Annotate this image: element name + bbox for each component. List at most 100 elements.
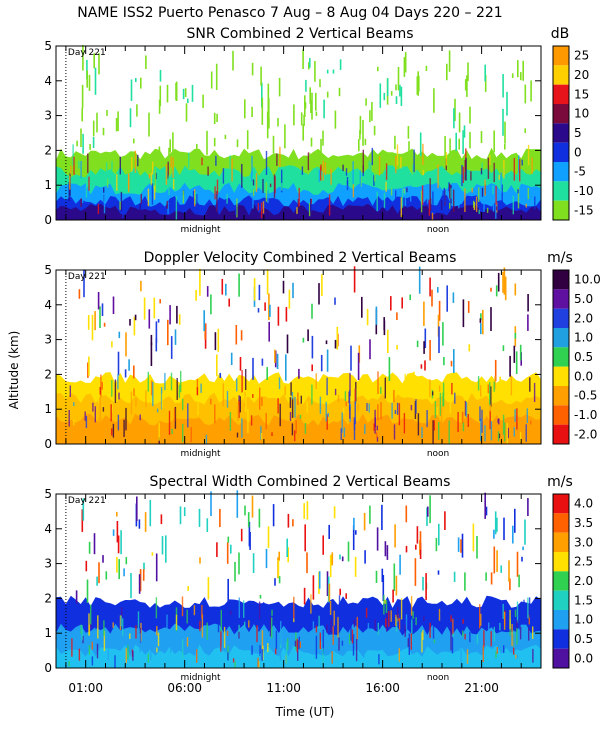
echo-streak: [500, 565, 502, 573]
echo-streak: [493, 546, 496, 574]
echo-streak: [383, 594, 385, 615]
echo-streak: [426, 507, 428, 526]
echo-streak: [503, 645, 505, 653]
echo-streak: [493, 626, 495, 642]
echo-streak: [170, 372, 173, 391]
echo-streak: [454, 392, 456, 404]
echo-streak: [111, 428, 113, 436]
echo-streak: [237, 405, 239, 421]
colorbar-swatch: [553, 46, 569, 66]
echo-streak: [480, 131, 483, 143]
echo-streak: [230, 352, 233, 365]
echo-streak: [379, 83, 382, 108]
echo-streak: [368, 160, 370, 174]
echo-streak: [239, 396, 241, 413]
echo-streak: [247, 512, 250, 528]
echo-streak: [490, 287, 492, 292]
echo-streak: [435, 538, 438, 552]
echo-streak: [296, 207, 298, 214]
echo-streak: [176, 378, 178, 400]
echo-streak: [352, 525, 355, 550]
echo-streak: [265, 182, 268, 202]
echo-layer-3: [56, 413, 541, 444]
echo-streak: [186, 637, 189, 647]
echo-streak: [446, 63, 448, 81]
echo-streak: [326, 377, 328, 396]
y-tick-label: 1: [44, 178, 52, 192]
echo-streak: [503, 267, 506, 295]
echo-streak: [311, 303, 313, 319]
echo-streak: [311, 92, 313, 120]
echo-streak: [143, 562, 145, 571]
echo-streak: [440, 199, 443, 210]
echo-streak: [367, 623, 370, 643]
noon-label: noon: [427, 225, 449, 235]
echo-streak: [500, 172, 502, 194]
echo-streak: [297, 392, 299, 405]
colorbar-swatch: [553, 629, 569, 649]
echo-streak: [451, 383, 453, 395]
echo-streak: [378, 156, 381, 176]
echo-streak: [325, 340, 328, 345]
echo-streak: [195, 290, 197, 301]
echo-streak: [527, 144, 530, 166]
echo-streak: [354, 388, 356, 402]
echo-streak: [142, 569, 145, 581]
echo-streak: [156, 647, 158, 653]
colorbar-label: 10: [574, 107, 589, 121]
colorbar-label: 0.5: [574, 632, 593, 646]
echo-streak: [353, 517, 355, 530]
midnight-label: midnight: [180, 449, 221, 459]
echo-streak: [184, 88, 187, 98]
echo-streak: [245, 369, 247, 390]
echo-streak: [88, 645, 91, 655]
echo-streak: [158, 99, 161, 114]
echo-streak: [369, 505, 371, 524]
echo-streak: [290, 382, 292, 396]
echo-streak: [201, 614, 204, 638]
echo-streak: [468, 344, 471, 352]
echo-streak: [315, 92, 317, 111]
echo-streak: [405, 614, 408, 630]
echo-streak: [309, 58, 311, 68]
echo-streak: [175, 196, 178, 220]
echo-streak: [528, 597, 531, 618]
echo-streak: [278, 77, 281, 97]
echo-streak: [251, 495, 254, 518]
echo-streak: [166, 614, 168, 629]
echo-streak: [148, 174, 151, 179]
echo-streak: [353, 266, 356, 293]
echo-streak: [513, 427, 515, 437]
echo-streak: [501, 184, 503, 202]
echo-streak: [467, 62, 469, 82]
echo-streak: [82, 636, 84, 644]
echo-streak: [132, 650, 134, 661]
echo-streak: [282, 280, 285, 294]
echo-streak: [232, 658, 235, 663]
echo-streak: [425, 65, 428, 71]
echo-streak: [458, 642, 460, 652]
echo-streak: [395, 190, 397, 203]
echo-streak: [210, 398, 212, 405]
y-tick-label: 2: [44, 143, 52, 157]
echo-streak: [453, 108, 455, 129]
echo-streak: [287, 547, 289, 563]
echo-streak: [72, 144, 74, 166]
echo-streak: [304, 524, 306, 552]
echo-streak: [452, 633, 454, 638]
echo-streak: [453, 571, 456, 582]
echo-streak: [269, 616, 272, 637]
echo-streak: [130, 79, 133, 101]
echo-streak: [252, 553, 255, 573]
echo-streak: [267, 83, 270, 94]
echo-streak: [238, 395, 240, 401]
echo-streak: [405, 545, 408, 553]
echo-streak: [364, 138, 367, 146]
colorbar-swatch: [553, 181, 569, 201]
echo-streak: [310, 594, 312, 614]
echo-streak: [454, 380, 456, 391]
echo-streak: [68, 410, 70, 427]
echo-streak: [437, 164, 439, 189]
echo-streak: [293, 104, 295, 126]
echo-streak: [473, 202, 476, 210]
